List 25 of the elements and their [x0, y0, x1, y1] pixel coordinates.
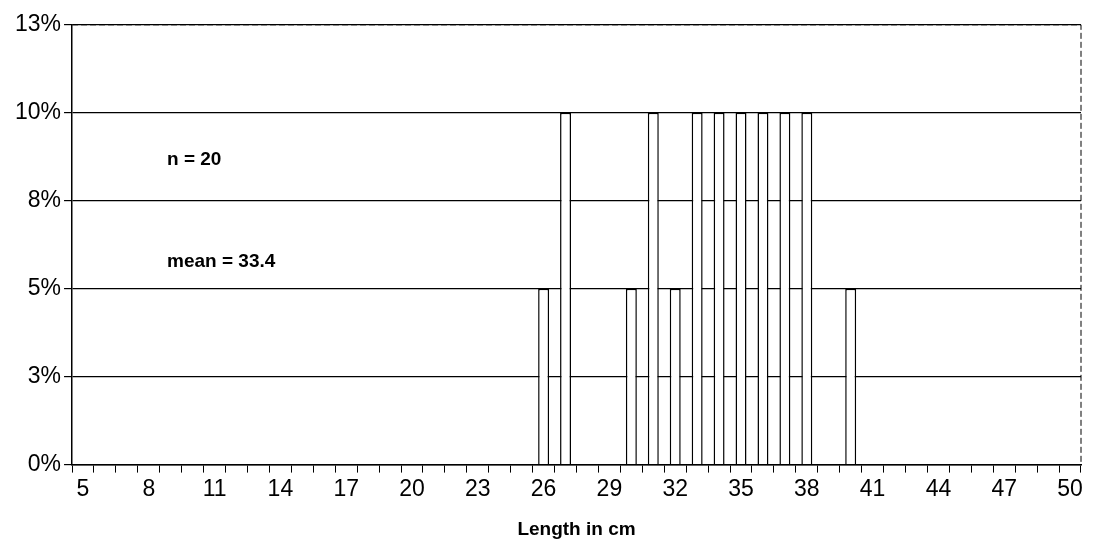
- x-tick-label: 8: [142, 474, 156, 501]
- x-tick-label: 47: [991, 474, 1018, 501]
- x-tick-label: 38: [794, 474, 820, 501]
- x-tick-label: 32: [662, 474, 689, 501]
- y-tick-label: 3%: [27, 361, 62, 388]
- x-axis-title: Length in cm: [517, 517, 636, 539]
- y-tick-label: 0%: [27, 449, 62, 476]
- annotation: mean = 33.4: [167, 250, 276, 272]
- x-tick-label: 35: [728, 474, 754, 501]
- x-tick-label: 11: [202, 474, 227, 501]
- x-tick-label: 44: [925, 474, 952, 501]
- x-tick-label: 5: [76, 474, 90, 501]
- x-tick-label: 14: [267, 474, 294, 501]
- x-tick-label: 50: [1057, 474, 1083, 501]
- annotation: n = 20: [167, 148, 222, 170]
- x-tick-label: 41: [859, 474, 886, 501]
- x-tick-label: 20: [399, 474, 425, 501]
- y-tick-label: 10%: [14, 98, 62, 125]
- y-tick-label: 8%: [27, 186, 62, 213]
- x-tick-label: 26: [530, 474, 557, 501]
- x-tick-label: 23: [465, 474, 491, 501]
- y-tick-label: 5%: [27, 274, 62, 301]
- x-tick-label: 29: [596, 474, 623, 501]
- y-tick-label: 13%: [14, 10, 62, 37]
- x-tick-label: 17: [333, 474, 360, 501]
